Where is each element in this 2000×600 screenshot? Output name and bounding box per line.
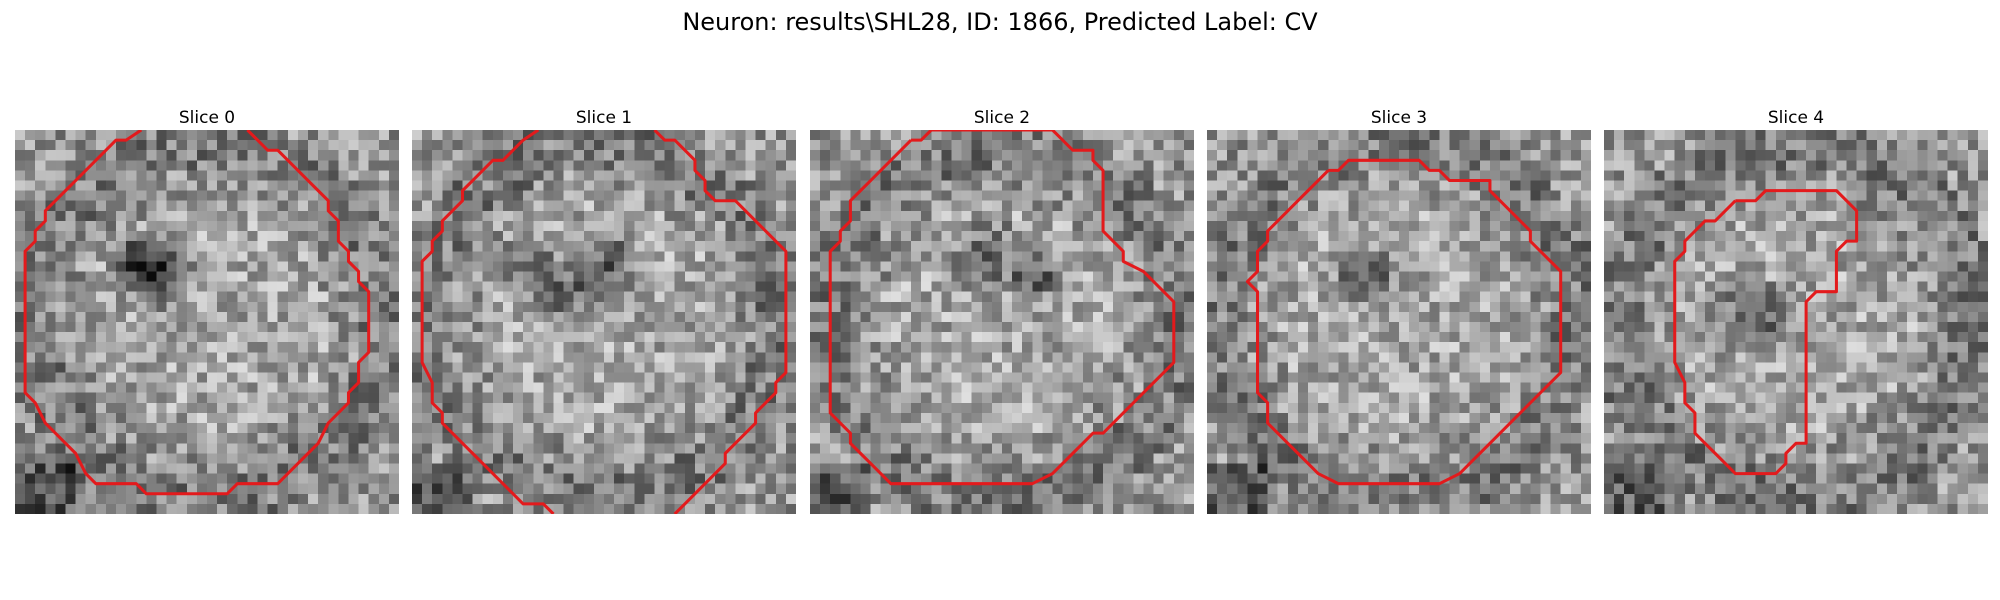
slice-grayscale-canvas xyxy=(15,130,399,514)
slice-panel-3: Slice 3 xyxy=(1207,108,1591,514)
slice-grayscale-canvas xyxy=(1207,130,1591,514)
slice-image xyxy=(15,130,399,514)
slice-image xyxy=(1604,130,1988,514)
slice-contour-overlay xyxy=(1673,189,1859,476)
slice-image xyxy=(1207,130,1591,514)
slice-panel-4: Slice 4 xyxy=(1604,108,1988,514)
slice-image xyxy=(412,130,796,514)
slice-panel-0: Slice 0 xyxy=(15,108,399,514)
figure-title: Neuron: results\SHL28, ID: 1866, Predict… xyxy=(682,8,1318,36)
slice-panel-2: Slice 2 xyxy=(810,108,1194,514)
slice-contour-overlay xyxy=(828,130,1176,486)
slice-title: Slice 4 xyxy=(1767,108,1825,128)
slice-title: Slice 0 xyxy=(178,108,236,128)
slice-grayscale-canvas xyxy=(412,130,796,514)
contour-line xyxy=(420,130,555,514)
slice-title: Slice 3 xyxy=(1370,108,1428,128)
contour-line xyxy=(1245,158,1563,486)
contour-line-secondary xyxy=(653,130,788,514)
slice-grayscale-canvas xyxy=(1604,130,1988,514)
slice-contour-overlay xyxy=(420,130,788,514)
slice-image xyxy=(810,130,1194,514)
contour-line xyxy=(828,130,1176,486)
slice-contour-overlay xyxy=(23,130,371,496)
contour-line xyxy=(23,130,371,496)
contour-line xyxy=(1673,189,1859,476)
slice-title: Slice 1 xyxy=(575,108,633,128)
slice-contour-overlay xyxy=(1245,158,1563,486)
slice-panel-1: Slice 1 xyxy=(412,108,796,514)
slice-grayscale-canvas xyxy=(810,130,1194,514)
slice-title: Slice 2 xyxy=(973,108,1031,128)
